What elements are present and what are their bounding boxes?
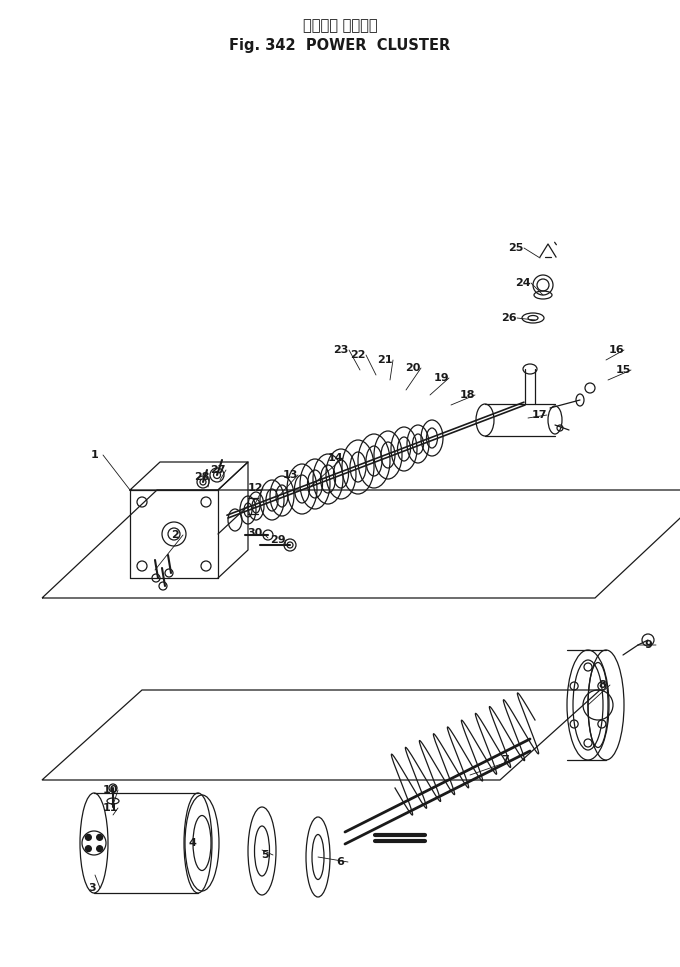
- Text: 11: 11: [102, 803, 118, 813]
- Text: 28: 28: [194, 472, 209, 482]
- Circle shape: [86, 835, 91, 840]
- Text: 19: 19: [433, 373, 449, 383]
- Text: 17: 17: [531, 410, 547, 420]
- Text: 20: 20: [405, 363, 421, 373]
- Text: 5: 5: [261, 850, 269, 860]
- Text: 10: 10: [102, 785, 118, 795]
- Circle shape: [86, 846, 91, 852]
- Circle shape: [97, 835, 103, 840]
- Text: 21: 21: [377, 355, 393, 365]
- Text: 12: 12: [248, 483, 262, 493]
- Text: 13: 13: [282, 470, 298, 480]
- Text: 26: 26: [501, 313, 517, 323]
- Text: 1: 1: [91, 450, 99, 460]
- Text: 4: 4: [188, 838, 196, 848]
- Text: 9: 9: [644, 640, 652, 650]
- Text: 22: 22: [350, 350, 366, 360]
- Text: Fig. 342  POWER  CLUSTER: Fig. 342 POWER CLUSTER: [229, 38, 451, 53]
- Text: 15: 15: [615, 365, 630, 375]
- Text: 3: 3: [88, 883, 96, 893]
- Text: 6: 6: [336, 857, 344, 867]
- Text: 2: 2: [171, 530, 179, 540]
- Text: 29: 29: [270, 535, 286, 545]
- Text: パワー　 クラスタ: パワー クラスタ: [303, 18, 377, 33]
- Text: 16: 16: [608, 345, 624, 355]
- Text: 27: 27: [210, 465, 226, 475]
- Circle shape: [97, 846, 103, 852]
- Text: 23: 23: [333, 345, 349, 355]
- Text: 25: 25: [509, 243, 524, 253]
- Text: 7: 7: [501, 755, 509, 765]
- Text: 14: 14: [327, 453, 343, 463]
- Text: 24: 24: [515, 278, 531, 288]
- Text: 18: 18: [459, 390, 475, 400]
- Text: 30: 30: [248, 528, 262, 538]
- Text: 8: 8: [598, 680, 606, 690]
